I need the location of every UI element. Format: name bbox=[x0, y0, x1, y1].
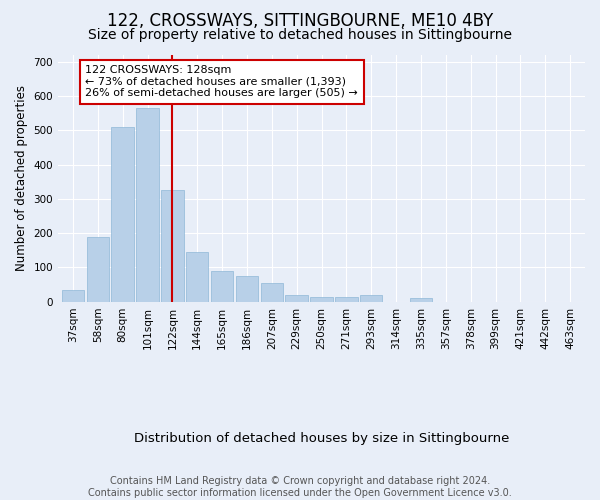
Bar bbox=[260, 283, 283, 302]
Bar bbox=[410, 298, 432, 302]
Bar bbox=[112, 127, 134, 302]
Bar bbox=[236, 276, 258, 301]
Bar bbox=[161, 190, 184, 302]
Text: Size of property relative to detached houses in Sittingbourne: Size of property relative to detached ho… bbox=[88, 28, 512, 42]
Bar bbox=[136, 108, 159, 302]
Bar bbox=[360, 295, 382, 302]
Bar bbox=[335, 296, 358, 302]
Bar bbox=[86, 236, 109, 302]
Y-axis label: Number of detached properties: Number of detached properties bbox=[15, 86, 28, 272]
Bar bbox=[286, 295, 308, 302]
Bar bbox=[62, 290, 84, 302]
Text: 122 CROSSWAYS: 128sqm
← 73% of detached houses are smaller (1,393)
26% of semi-d: 122 CROSSWAYS: 128sqm ← 73% of detached … bbox=[85, 66, 358, 98]
Bar bbox=[211, 271, 233, 302]
X-axis label: Distribution of detached houses by size in Sittingbourne: Distribution of detached houses by size … bbox=[134, 432, 509, 445]
Text: 122, CROSSWAYS, SITTINGBOURNE, ME10 4BY: 122, CROSSWAYS, SITTINGBOURNE, ME10 4BY bbox=[107, 12, 493, 30]
Text: Contains HM Land Registry data © Crown copyright and database right 2024.
Contai: Contains HM Land Registry data © Crown c… bbox=[88, 476, 512, 498]
Bar bbox=[310, 296, 333, 302]
Bar bbox=[186, 252, 208, 302]
